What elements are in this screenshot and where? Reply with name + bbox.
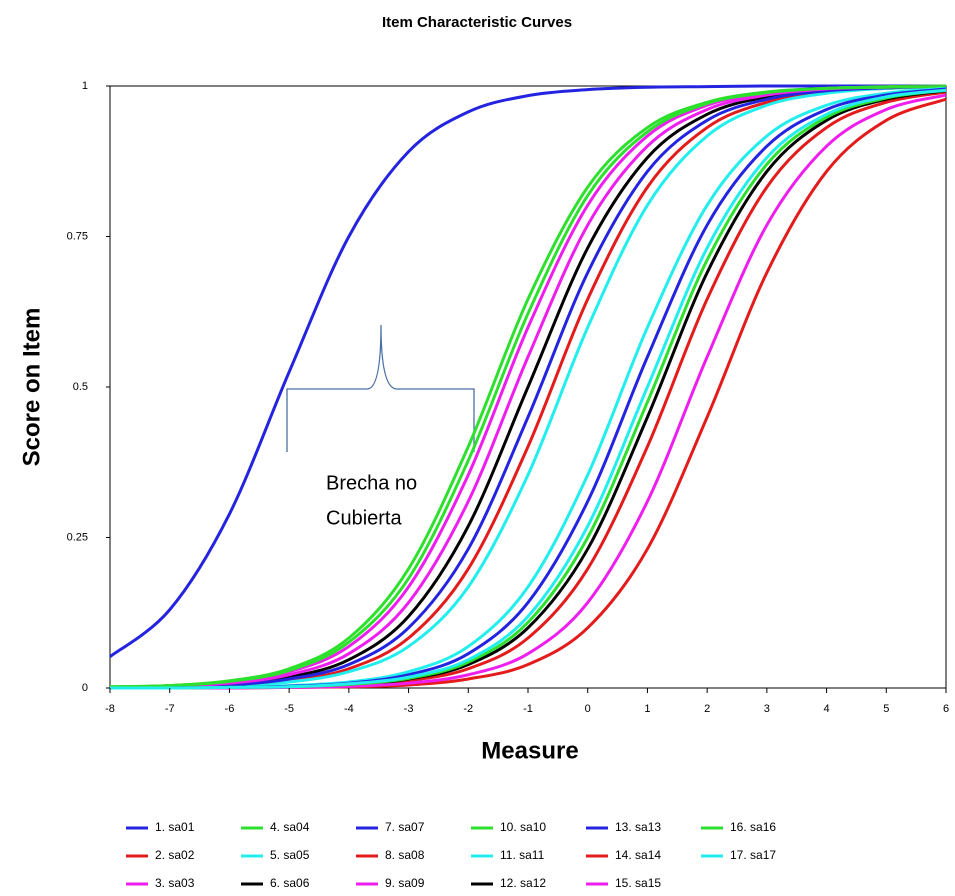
x-tick-label: -7 <box>165 703 175 715</box>
legend-label: 8. sa08 <box>385 848 425 862</box>
x-tick-label: -8 <box>105 703 115 715</box>
series-line <box>109 85 947 689</box>
annotation: Brecha no <box>326 472 417 494</box>
annotation: Cubierta <box>326 507 402 529</box>
y-axis-label: Score on Item <box>18 308 45 467</box>
x-tick-label: 4 <box>824 703 830 715</box>
legend-label: 4. sa04 <box>270 820 310 834</box>
x-tick-label: 6 <box>943 703 949 715</box>
x-tick-label: 2 <box>704 703 710 715</box>
x-tick-label: -4 <box>344 703 354 715</box>
legend-label: 5. sa05 <box>270 848 310 862</box>
legend-label: 13. sa13 <box>615 820 661 834</box>
legend-label: 9. sa09 <box>385 876 425 890</box>
series-line <box>109 88 947 690</box>
x-tick-label: -1 <box>523 703 533 715</box>
legend-label: 14. sa14 <box>615 848 661 862</box>
x-tick-label: 1 <box>644 703 650 715</box>
legend-label: 2. sa02 <box>155 848 195 862</box>
series-line <box>109 84 946 658</box>
x-axis-label: Measure <box>481 737 578 764</box>
y-tick-label: 0.5 <box>73 381 88 393</box>
series-line <box>109 85 947 689</box>
curves <box>109 84 947 690</box>
chart-title: Item Characteristic Curves <box>382 14 572 31</box>
legend-label: 10. sa10 <box>500 820 546 834</box>
legend-label: 11. sa11 <box>500 848 545 862</box>
series-line <box>109 93 947 690</box>
x-tick-label: -3 <box>404 703 414 715</box>
x-tick-label: 5 <box>883 703 889 715</box>
x-tick-label: -2 <box>463 703 473 715</box>
y-tick-label: 0 <box>82 682 88 694</box>
series-line <box>109 85 947 689</box>
x-tick-label: 0 <box>585 703 591 715</box>
x-tick-label: -5 <box>284 703 294 715</box>
legend-label: 6. sa06 <box>270 876 310 890</box>
x-tick-label: -6 <box>225 703 235 715</box>
legend-label: 1. sa01 <box>155 820 195 834</box>
legend-label: 3. sa03 <box>155 876 195 890</box>
legend-label: 16. sa16 <box>730 820 776 834</box>
series-line <box>109 85 947 690</box>
series-line <box>109 97 947 690</box>
legend-label: 7. sa07 <box>385 820 425 834</box>
x-tick-label: 3 <box>764 703 770 715</box>
y-tick-label: 0.75 <box>67 230 88 242</box>
brace <box>286 324 475 452</box>
y-tick-label: 1 <box>82 80 88 92</box>
series-line <box>109 85 947 689</box>
legend-label: 15. sa15 <box>615 876 661 890</box>
legend-label: 17. sa17 <box>730 848 776 862</box>
y-tick-label: 0.25 <box>67 531 88 543</box>
legend-label: 12. sa12 <box>500 876 546 890</box>
